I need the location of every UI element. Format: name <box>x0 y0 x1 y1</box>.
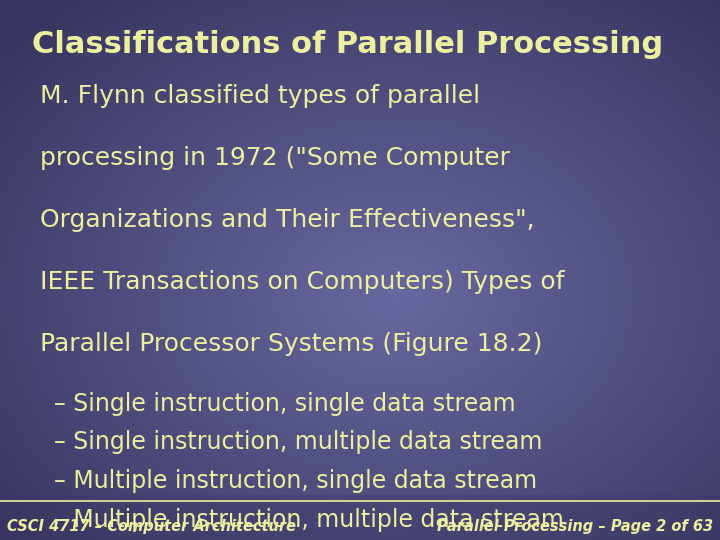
Text: Parallel Processing – Page 2 of 63: Parallel Processing – Page 2 of 63 <box>436 518 713 534</box>
Text: CSCI 4717 – Computer Architecture: CSCI 4717 – Computer Architecture <box>7 518 296 534</box>
Text: Organizations and Their Effectiveness",: Organizations and Their Effectiveness", <box>40 208 534 232</box>
Text: – Single instruction, single data stream: – Single instruction, single data stream <box>54 392 516 415</box>
Text: Parallel Processor Systems (Figure 18.2): Parallel Processor Systems (Figure 18.2) <box>40 332 542 356</box>
Text: – Multiple instruction, multiple data stream: – Multiple instruction, multiple data st… <box>54 508 564 532</box>
Text: Classifications of Parallel Processing: Classifications of Parallel Processing <box>32 30 664 59</box>
Text: – Multiple instruction, single data stream: – Multiple instruction, single data stre… <box>54 469 537 493</box>
Text: IEEE Transactions on Computers) Types of: IEEE Transactions on Computers) Types of <box>40 270 564 294</box>
Text: – Single instruction, multiple data stream: – Single instruction, multiple data stre… <box>54 430 542 454</box>
Text: processing in 1972 ("Some Computer: processing in 1972 ("Some Computer <box>40 146 510 170</box>
Text: M. Flynn classified types of parallel: M. Flynn classified types of parallel <box>40 84 480 107</box>
